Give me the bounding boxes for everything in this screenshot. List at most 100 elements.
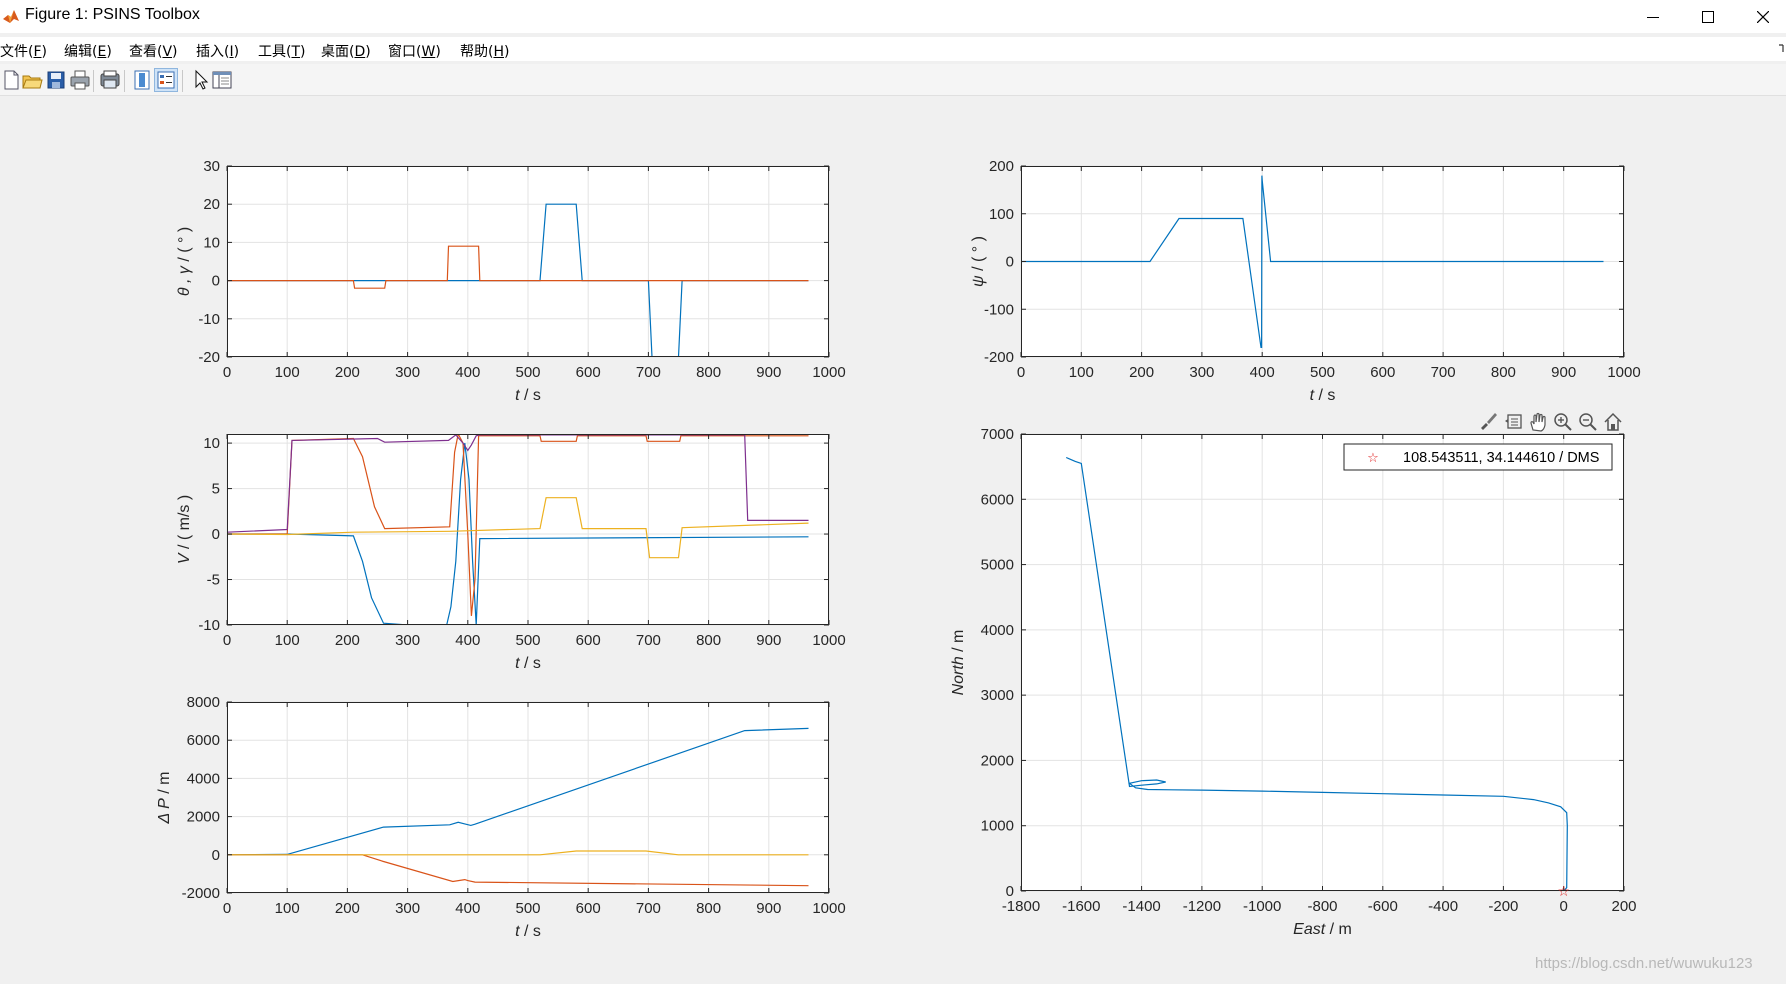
x-tick-label: 0	[223, 364, 231, 381]
axes-position-error[interactable]: 0 100 200 300 400 500 600 700 800 900 1000-2000020…	[156, 694, 846, 940]
x-axis-label: t / s	[515, 923, 541, 940]
x-axis-label: t / s	[515, 387, 541, 404]
x-tick-label: -1400	[1122, 898, 1160, 915]
close-icon	[1757, 10, 1769, 23]
window-titlebar: Figure 1: PSINS Toolbox	[0, 0, 1786, 33]
maximize-button[interactable]	[1680, 0, 1736, 33]
open-file-button[interactable]	[20, 68, 44, 92]
x-tick-label: 700	[636, 364, 661, 381]
series-line-1	[1065, 456, 1568, 891]
x-tick-label: 0	[223, 900, 231, 917]
x-tick-label: 1000	[812, 632, 845, 649]
x-tick-label: 400	[455, 632, 480, 649]
menu-edit[interactable]: 编辑(E)	[64, 44, 112, 60]
data-tips-icon[interactable]	[1505, 414, 1522, 429]
x-tick-label: 800	[696, 632, 721, 649]
legend-box[interactable]: ☆ 108.543511, 34.144610 / DMS	[1343, 443, 1613, 471]
y-tick-label: 4000	[981, 622, 1014, 639]
axes-velocity[interactable]: 0 100 200 300 400 500 600 700 800 900 1000 -10 -5 0 5 1…	[176, 434, 846, 672]
x-tick-label: 1000	[1607, 364, 1640, 381]
series-line-1	[227, 727, 809, 856]
legend-marker: ☆	[1367, 451, 1379, 466]
new-figure-button[interactable]	[0, 68, 24, 92]
zoom-out-icon[interactable]	[1579, 413, 1597, 431]
legend-label: 108.543511, 34.144610 / DMS	[1403, 450, 1599, 466]
x-tick-label: -1600	[1062, 898, 1100, 915]
menu-view[interactable]: 查看(V)	[129, 44, 178, 60]
home-icon[interactable]	[1604, 412, 1622, 431]
x-tick-label: -800	[1307, 898, 1337, 915]
zoom-in-icon[interactable]	[1554, 413, 1572, 431]
watermark-url: https://blog.csdn.net/wuwuku123	[1535, 955, 1753, 972]
x-tick-label: 200	[1611, 898, 1636, 915]
menu-insert[interactable]: 插入(I)	[196, 44, 240, 60]
property-inspector-button[interactable]	[210, 68, 234, 92]
x-tick-label: 200	[335, 364, 360, 381]
toolbar-separator	[93, 70, 94, 92]
y-axis-label: Δ P / m	[156, 772, 173, 825]
y-axis-label: North / m	[950, 630, 967, 696]
axes-attitude-yaw[interactable]: 0 100 200 300 400 500 600 700 800 900 1000-200-100…	[970, 158, 1641, 404]
axes-trajectory[interactable]: -1800 -1600 -1400 -1200 -1000 -800 -600 -400 -20…	[950, 426, 1637, 938]
x-tick-label: -200	[1488, 898, 1518, 915]
axes-attitude-pitch-roll[interactable]: 0 100 200 300 400 500 600 700 800 900 1000 -20 -10 0 1…	[176, 158, 846, 404]
y-tick-label: -10	[198, 311, 220, 328]
legend-icon	[157, 71, 175, 89]
menu-file[interactable]: 文件(F)	[0, 44, 47, 60]
y-tick-label: 0	[212, 273, 220, 290]
y-tick-label: 20	[203, 196, 220, 213]
x-tick-label: -600	[1368, 898, 1398, 915]
y-tick-label: 1000	[981, 818, 1014, 835]
x-tick-label: 700	[1431, 364, 1456, 381]
x-axis-label: t / s	[1310, 387, 1336, 404]
y-tick-label: 200	[989, 158, 1014, 175]
menu-desktop[interactable]: 桌面(D)	[321, 44, 371, 60]
start-point-marker: ☆	[1557, 884, 1570, 900]
legend-button[interactable]	[154, 68, 178, 92]
series-line-1	[1021, 175, 1604, 348]
y-tick-label: 4000	[187, 770, 220, 787]
x-tick-label: 200	[335, 900, 360, 917]
x-tick-label: 900	[756, 632, 781, 649]
print-button[interactable]	[68, 68, 92, 92]
y-tick-label: 0	[1006, 254, 1014, 271]
x-tick-label: 300	[395, 364, 420, 381]
x-tick-label: 700	[636, 632, 661, 649]
print-icon	[70, 70, 90, 90]
x-tick-label: 500	[515, 632, 540, 649]
menu-help[interactable]: 帮助(H)	[460, 44, 510, 60]
x-tick-label: 900	[756, 900, 781, 917]
y-tick-label: 7000	[981, 426, 1014, 443]
x-tick-label: -400	[1428, 898, 1458, 915]
edit-plot-button[interactable]	[188, 68, 212, 92]
x-tick-label: 100	[275, 632, 300, 649]
menu-tools[interactable]: 工具(T)	[258, 44, 306, 60]
print-preview-button[interactable]	[98, 68, 122, 92]
y-axis-label: ψ / ( ° )	[970, 236, 987, 287]
figure-toolbar	[0, 64, 1786, 96]
y-tick-label: -5	[207, 572, 220, 589]
brush-icon[interactable]	[1481, 413, 1497, 430]
x-tick-label: -1200	[1183, 898, 1221, 915]
matlab-logo-icon	[3, 10, 19, 23]
y-tick-label: 10	[203, 435, 220, 452]
y-axis-label: V / ( m/s )	[176, 495, 193, 564]
x-tick-label: 800	[1491, 364, 1516, 381]
x-tick-label: 100	[275, 364, 300, 381]
colorbar-button[interactable]	[130, 68, 154, 92]
save-button[interactable]	[44, 68, 68, 92]
menu-window[interactable]: 窗口(W)	[388, 44, 441, 60]
minimize-button[interactable]	[1625, 0, 1681, 33]
save-icon	[47, 71, 65, 89]
x-tick-label: 800	[696, 364, 721, 381]
y-tick-label: 8000	[187, 694, 220, 711]
x-tick-label: 600	[576, 364, 601, 381]
close-button[interactable]	[1735, 0, 1786, 33]
y-tick-label: -200	[984, 349, 1014, 366]
x-tick-label: 300	[1189, 364, 1214, 381]
pan-hand-icon[interactable]	[1530, 412, 1546, 432]
x-tick-label: 500	[1310, 364, 1335, 381]
colorbar-icon	[134, 70, 150, 90]
y-tick-label: 2000	[187, 809, 220, 826]
menu-overflow-icon[interactable]	[1778, 43, 1786, 57]
